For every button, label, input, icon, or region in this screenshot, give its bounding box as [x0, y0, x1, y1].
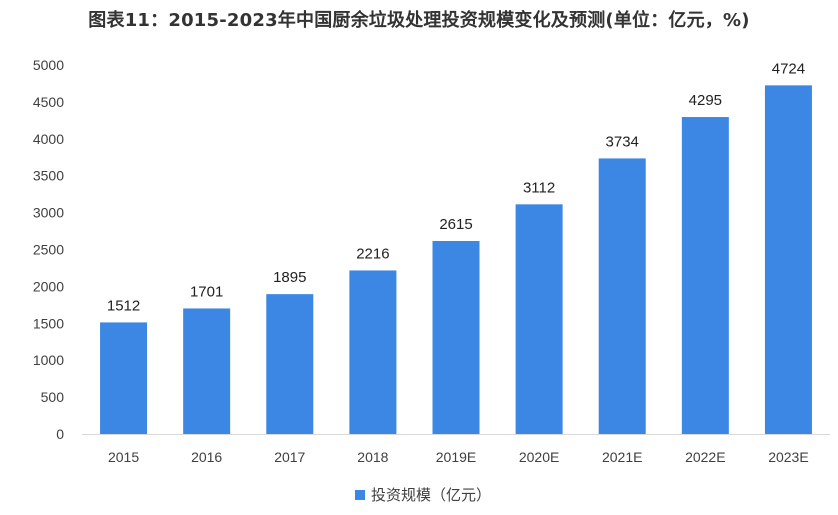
y-tick-label: 1000	[33, 352, 64, 368]
data-label: 3112	[523, 179, 555, 196]
y-tick-label: 0	[56, 426, 64, 442]
bar	[681, 117, 729, 435]
y-tick-label: 1500	[33, 315, 64, 331]
x-tick-label: 2023E	[768, 449, 808, 465]
bar	[515, 204, 563, 434]
y-tick-label: 2000	[33, 278, 64, 294]
x-tick-label: 2020E	[519, 449, 559, 465]
x-tick-label: 2016	[191, 449, 222, 465]
x-tick-label: 2018	[357, 449, 388, 465]
data-label: 1701	[190, 283, 223, 300]
legend-label: 投资规模（亿元）	[371, 486, 491, 504]
x-tick-label: 2022E	[685, 449, 725, 465]
data-label: 4724	[772, 60, 805, 77]
data-labels: 1512 1701 1895 2216 2615 3112 3734 4295 4724	[107, 60, 805, 314]
y-tick-label: 3000	[33, 205, 64, 221]
y-tick-label: 5000	[33, 57, 64, 73]
data-label: 1512	[107, 297, 140, 314]
bars-group	[100, 85, 812, 435]
x-tick-label: 2017	[274, 449, 305, 465]
y-tick-label: 4000	[33, 131, 64, 147]
x-tick-label: 2021E	[602, 449, 642, 465]
bar	[764, 85, 812, 434]
x-tick-label: 2019E	[436, 449, 476, 465]
bar	[349, 270, 397, 434]
data-label: 2615	[439, 216, 472, 233]
y-tick-label: 4500	[33, 94, 64, 110]
data-label: 2216	[356, 245, 389, 262]
bar	[183, 308, 231, 434]
bar	[100, 322, 148, 434]
y-tick-label: 2500	[33, 242, 64, 258]
data-label: 3734	[606, 133, 639, 150]
y-tick-label: 500	[41, 389, 65, 405]
data-label: 4295	[689, 92, 722, 109]
x-axis: 2015 2016 2017 2018 2019E 2020E 2021E 2022E 2023…	[108, 449, 809, 465]
x-tick-label: 2015	[108, 449, 139, 465]
bar	[266, 294, 314, 434]
legend: 投资规模（亿元）	[355, 486, 491, 504]
y-axis: 0 500 1000 1500 2000 2500 3000 3500 4000 4500 5000	[33, 57, 64, 442]
y-tick-label: 3500	[33, 168, 64, 184]
legend-swatch	[355, 490, 365, 500]
chart-title: 图表11：2015-2023年中国厨余垃圾处理投资规模变化及预测(单位：亿元，%…	[88, 10, 750, 31]
data-label: 1895	[273, 269, 306, 286]
bar	[598, 158, 646, 435]
bar	[432, 241, 480, 434]
